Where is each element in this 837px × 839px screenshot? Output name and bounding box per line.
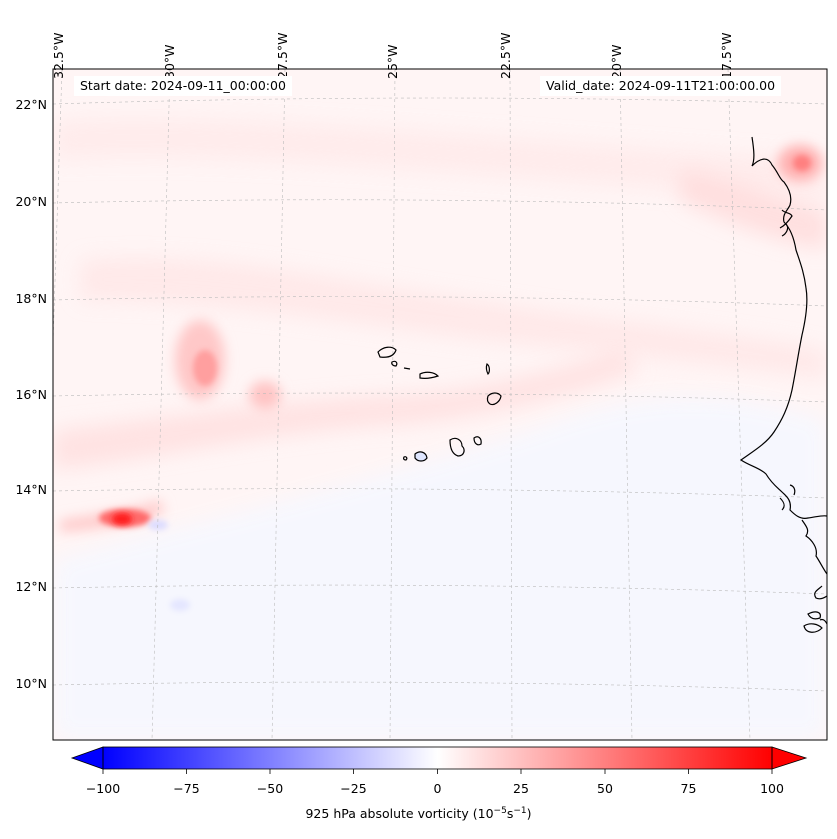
- colorbar-tick: −25: [340, 781, 367, 796]
- cape-verde-islands: [377, 346, 502, 462]
- lon-label-32-5w: 32.5°W: [51, 32, 66, 79]
- colorbar-tick: −100: [85, 781, 121, 796]
- lon-label-27-5w: 27.5°W: [275, 32, 290, 79]
- colorbar-tick: −50: [256, 781, 284, 796]
- vorticity-band-15N: [53, 350, 640, 470]
- lat-label-10n: 10°N: [15, 676, 47, 691]
- lon-label-17-5w: 17.5°W: [719, 32, 734, 79]
- lat-label-12n: 12°N: [15, 579, 47, 594]
- colorbar-tick: −75: [173, 781, 200, 796]
- colorbar-extend-low: [70, 746, 104, 770]
- lat-label-22n: 22°N: [15, 97, 47, 112]
- lon-label-25w: 25°W: [385, 44, 400, 79]
- colorbar-tick: 100: [760, 781, 784, 796]
- colorbar-tick: 50: [597, 781, 613, 796]
- lon-label-20w: 20°W: [609, 44, 624, 79]
- valid-date-label: Valid_date: 2024-09-11T21:00:00.00: [540, 76, 782, 96]
- lon-label-30w: 30°W: [162, 44, 177, 79]
- graticule: [53, 69, 827, 740]
- start-date-label: Start date: 2024-09-11_00:00:00: [74, 76, 292, 96]
- colorbar-tick: 0: [433, 781, 442, 796]
- colorbar-gradient: [103, 747, 772, 769]
- vorticity-band-north: [53, 118, 827, 200]
- colorbar-tick: 25: [513, 781, 529, 796]
- lon-label-22-5w: 22.5°W: [498, 32, 513, 79]
- lat-label-16n: 16°N: [15, 387, 47, 402]
- map-panel[interactable]: [40, 69, 827, 740]
- lat-label-20n: 20°N: [15, 194, 47, 209]
- weak-negative-vorticity-area: [53, 396, 827, 740]
- vorticity-band-18N: [80, 258, 827, 380]
- colorbar: [70, 746, 808, 774]
- map-frame: [52, 68, 828, 741]
- lat-label-14n: 14°N: [15, 482, 47, 497]
- colorbar-tick: 75: [680, 781, 697, 796]
- colorbar-extend-high: [771, 746, 808, 770]
- lat-label-18n: 18°N: [15, 291, 47, 306]
- colorbar-label: 925 hPa absolute vorticity (10−5s−1): [305, 806, 532, 822]
